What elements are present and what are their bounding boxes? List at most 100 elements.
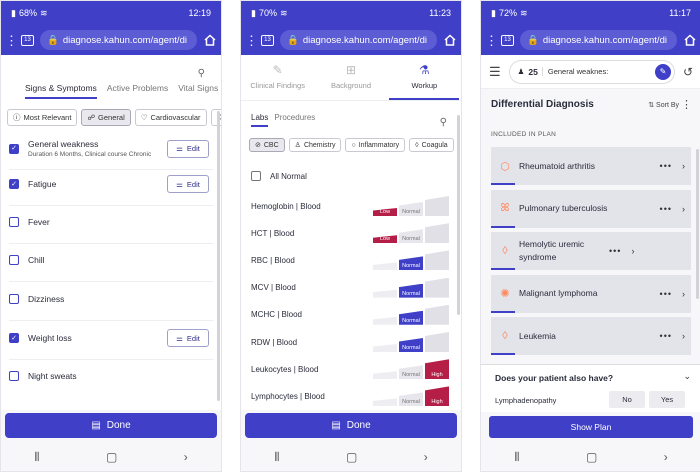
url-field[interactable]: 🔒 diagnose.kahun.com/agent/di [520,30,677,50]
gauge-segment-low[interactable] [373,316,397,325]
symptom-dizziness[interactable]: Dizziness [9,294,213,304]
symptom-chill[interactable]: Chill [9,255,213,265]
range-gauge[interactable]: Low Normal [373,223,449,244]
chip-chemistry[interactable]: ♙ Chemistry [288,138,342,152]
range-gauge[interactable]: Normal [373,304,449,325]
more-horiz-icon[interactable]: ••• [659,331,672,341]
gauge-segment-low[interactable] [373,371,397,380]
tab-count[interactable]: 13 [261,34,274,46]
checkbox-checked[interactable]: ✓ [9,143,19,154]
gauge-segment-high[interactable] [425,304,449,325]
symptom-fatigue[interactable]: ✓ Fatigue ⚌ Edit [9,175,213,193]
gauge-segment-normal[interactable]: Normal [399,283,423,298]
scrollbar[interactable] [696,149,699,299]
home-icon[interactable] [443,33,457,47]
back-icon[interactable]: › [663,450,668,464]
lab-row[interactable]: MCHC | Blood Normal [251,304,449,325]
symptom-general-weakness[interactable]: ✓ General weakness Duration 6 Months, Cl… [9,139,213,158]
gauge-segment-normal[interactable]: Normal [399,202,423,216]
range-gauge[interactable]: Normal High [373,359,449,380]
symptom-night-sweats[interactable]: Night sweats [9,371,213,381]
gauge-segment-low[interactable]: Low [373,235,397,244]
done-button[interactable]: ▤ Done [5,413,217,438]
diagnosis-item[interactable]: ✺ Malignant lymphoma ••• › [491,274,691,313]
more-horiz-icon[interactable]: ••• [659,203,672,214]
lab-row[interactable]: RBC | Blood Normal [251,250,449,271]
range-gauge[interactable]: Normal [373,277,449,298]
edit-button[interactable]: ⚌ Edit [167,329,209,347]
checkbox-checked[interactable]: ✓ [9,179,19,189]
chevron-right-icon[interactable]: › [682,161,685,171]
checkbox-checked[interactable]: ✓ [9,333,19,343]
symptom-weight-loss[interactable]: ✓ Weight loss ⚌ Edit [9,329,213,347]
recents-icon[interactable]: ⦀ [514,449,520,464]
hamburger-icon[interactable]: ☰ [489,63,501,79]
gauge-segment-high[interactable]: High [425,359,449,380]
chevron-right-icon[interactable]: › [682,288,685,299]
tab-procedures[interactable]: Procedures [274,113,316,122]
lab-row[interactable]: MCV | Blood Normal [251,277,449,298]
gauge-segment-high[interactable] [425,196,449,216]
tab-vital-signs[interactable]: Vital Signs [178,83,219,93]
menu-dots-icon[interactable]: ⋮ [485,32,498,48]
url-field[interactable]: 🔒 diagnose.kahun.com/agent/di [280,30,437,50]
home-button-icon[interactable]: ▢ [585,450,598,464]
gauge-segment-low[interactable] [373,398,397,407]
checkbox-unchecked[interactable] [9,294,19,304]
range-gauge[interactable]: Normal [373,332,449,352]
gauge-segment-high[interactable] [425,332,449,352]
diagnosis-item[interactable]: ◊ Leukemia ••• › [491,317,691,355]
show-plan-button[interactable]: Show Plan [489,416,693,438]
tab-background[interactable]: ⊞ Background [316,55,386,100]
chip-inflammatory[interactable]: ○ Inflammatory [345,138,406,152]
gauge-segment-normal[interactable]: Normal [399,229,423,244]
recents-icon[interactable]: ⦀ [274,449,280,464]
more-vert-icon[interactable]: ⋮ [681,99,692,111]
home-button-icon[interactable]: ▢ [345,450,358,464]
yes-button[interactable]: Yes [649,391,685,408]
back-icon[interactable]: › [423,450,428,464]
tab-count[interactable]: 13 [501,34,514,46]
checkbox-unchecked[interactable] [251,171,261,181]
gauge-segment-high[interactable] [425,250,449,271]
more-horiz-icon[interactable]: ••• [659,288,672,299]
refresh-icon[interactable]: ↺ [682,64,693,79]
more-horiz-icon[interactable]: ••• [659,161,672,171]
chevron-down-icon[interactable]: ⌄ [683,371,691,381]
gauge-segment-high[interactable] [425,277,449,298]
scrollbar[interactable] [457,115,460,315]
all-normal-toggle[interactable]: All Normal [251,171,307,181]
chip-coagulation[interactable]: ◊ Coagula [409,138,454,152]
edit-button[interactable]: ⚌ Edit [167,139,209,158]
gauge-segment-normal[interactable]: Normal [399,310,423,325]
gauge-segment-low[interactable] [373,344,397,352]
recents-icon[interactable]: ⦀ [34,449,40,464]
home-icon[interactable] [683,33,697,47]
chevron-right-icon[interactable]: › [682,203,685,214]
gauge-segment-low[interactable]: Low [373,208,397,216]
home-button-icon[interactable]: ▢ [105,450,118,464]
chip-general[interactable]: ☍ General [81,109,131,126]
lab-row[interactable]: RDW | Blood Normal [251,332,449,352]
range-gauge[interactable]: Normal [373,250,449,271]
tab-clinical-findings[interactable]: ✎ Clinical Findings [243,55,313,100]
gauge-segment-normal[interactable]: Normal [399,365,423,380]
menu-dots-icon[interactable]: ⋮ [245,32,258,48]
checkbox-unchecked[interactable] [9,371,19,381]
gauge-segment-low[interactable] [373,289,397,298]
more-horiz-icon[interactable]: ••• [609,246,622,256]
diagnosis-item[interactable]: ⬡ Rheumatoid arthritis ••• › [491,147,691,185]
scrollbar[interactable] [217,111,220,401]
case-summary-pill[interactable]: ♟ 25 General weaknes: ✎ [508,59,675,84]
back-icon[interactable]: › [183,450,188,464]
checkbox-unchecked[interactable] [9,217,19,227]
tab-labs[interactable]: Labs [251,113,269,127]
tab-active-problems[interactable]: Active Problems [106,83,169,93]
chip-cardiovascular[interactable]: ♡ Cardiovascular [134,109,207,126]
gauge-segment-normal[interactable]: Normal [399,392,423,407]
chip-most-relevant[interactable]: ⓘ Most Relevant [7,109,78,126]
lab-row[interactable]: Leukocytes | Blood Normal High [251,359,449,380]
tab-count[interactable]: 13 [21,34,34,46]
gauge-segment-high[interactable]: High [425,386,449,407]
range-gauge[interactable]: Low Normal [373,196,449,216]
